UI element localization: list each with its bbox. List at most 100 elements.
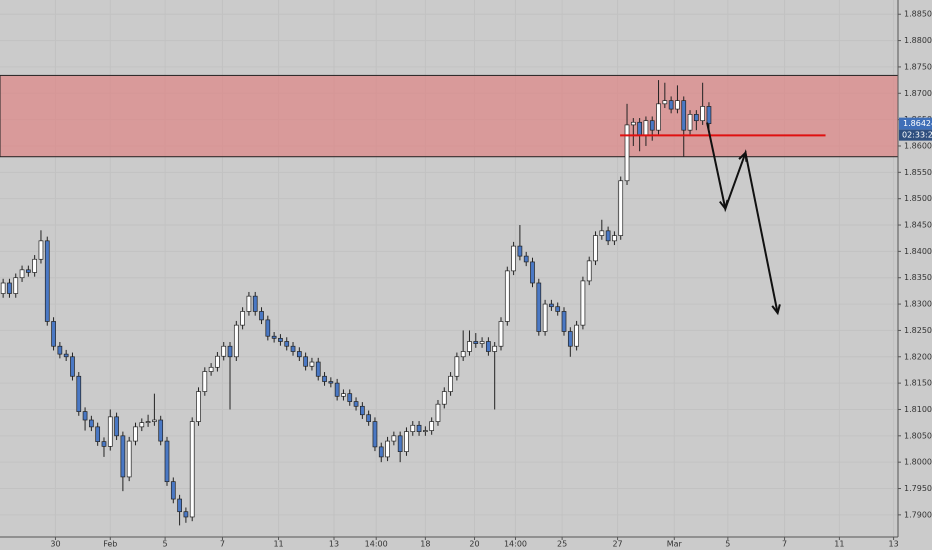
y-tick-label: 1.88500: [904, 10, 932, 19]
x-tick-label: 13: [329, 540, 339, 549]
candle-body: [454, 356, 460, 377]
candle-body: [341, 393, 346, 397]
arrow-head: [719, 199, 729, 211]
candle-body: [44, 240, 50, 322]
candle-body: [296, 351, 302, 358]
candle-body: [404, 431, 409, 452]
candle-body: [561, 311, 567, 332]
y-tick-label: 1.85500: [904, 168, 932, 177]
candle-body: [473, 341, 479, 344]
candle-body: [460, 351, 466, 358]
candle-body: [177, 498, 182, 513]
candle-body: [530, 261, 535, 284]
candle-body: [164, 440, 170, 483]
candle-body: [366, 414, 372, 422]
candle-body: [542, 303, 548, 332]
candle-body: [57, 345, 63, 355]
candle-body: [328, 381, 334, 384]
arrow-head: [738, 150, 748, 162]
candle-body: [284, 341, 290, 347]
candle-body: [0, 282, 6, 294]
countdown-box: [899, 129, 932, 141]
candle-body: [240, 311, 245, 326]
candle-body: [70, 356, 75, 377]
y-tick-label: 1.81000: [904, 405, 932, 414]
x-tick-label: 14:00: [365, 540, 388, 549]
candle-body: [523, 255, 529, 263]
candle-body: [32, 258, 38, 273]
candle-body: [334, 382, 340, 397]
candle-body: [479, 341, 485, 344]
candle-body: [76, 375, 82, 412]
candle-body: [706, 106, 712, 124]
y-tick-label: 1.86000: [904, 141, 932, 150]
x-tick-label: 27: [612, 540, 622, 549]
x-tick-label: 5: [163, 540, 168, 549]
x-tick-label: 11: [834, 540, 844, 549]
y-tick-label: 1.88000: [904, 36, 932, 45]
candle-body: [347, 393, 353, 402]
candle-body: [139, 422, 145, 428]
candle-body: [246, 295, 252, 312]
candle-body: [315, 361, 321, 377]
candle-body: [133, 426, 138, 442]
candle-body: [309, 361, 315, 367]
candle-body: [107, 416, 113, 447]
candle-body: [19, 269, 25, 279]
candle-body: [448, 375, 453, 392]
candle-body: [183, 511, 189, 518]
price-label: 1.86424: [903, 119, 932, 128]
candle-body: [593, 235, 598, 262]
candle-body: [637, 121, 642, 136]
y-tick-label: 1.79000: [904, 510, 932, 519]
candle-body: [322, 375, 327, 382]
x-tick-label: 14:00: [504, 540, 527, 549]
candle-body: [624, 124, 630, 182]
candle-body: [271, 335, 277, 339]
candle-body: [423, 430, 428, 432]
x-tick-label: 30: [50, 540, 60, 549]
candle-body: [586, 260, 592, 282]
candle-body: [630, 121, 636, 126]
y-tick-label: 1.81500: [904, 379, 932, 388]
candle-body: [278, 337, 283, 342]
y-tick-label: 1.82500: [904, 326, 932, 335]
x-tick-label: 5: [725, 540, 730, 549]
candle-body: [202, 371, 208, 392]
candle-body: [252, 295, 258, 312]
candle-body: [265, 319, 271, 337]
candle-body: [504, 270, 510, 322]
candle-body: [372, 421, 378, 448]
candle-body: [580, 280, 586, 326]
candle-body: [687, 114, 693, 131]
candle-body: [385, 440, 390, 458]
candle-body: [605, 230, 611, 242]
candle-body: [120, 435, 126, 478]
x-tick-label: 7: [782, 540, 787, 549]
candle-body: [429, 421, 435, 431]
candle-body: [303, 356, 308, 367]
candle-body: [700, 106, 705, 122]
x-tick-label: Feb: [103, 540, 117, 549]
candle-body: [486, 341, 491, 352]
candle-body: [7, 282, 12, 294]
candle-body: [511, 245, 516, 272]
candle-body: [95, 426, 101, 442]
y-tick-label: 1.85000: [904, 194, 932, 203]
candle-body: [233, 324, 239, 358]
candle-body: [158, 419, 164, 442]
candle-body: [101, 441, 107, 447]
x-tick-label: 18: [420, 540, 430, 549]
candle-body: [599, 230, 605, 236]
candle-body: [498, 321, 504, 347]
candle-body: [89, 419, 94, 428]
y-tick-label: 1.79500: [904, 484, 932, 493]
candle-body: [196, 391, 201, 422]
y-tick-label: 1.82000: [904, 352, 932, 361]
y-tick-label: 1.80000: [904, 458, 932, 467]
x-tick-label: 11: [273, 540, 283, 549]
x-tick-label: 25: [557, 540, 567, 549]
candle-body: [492, 345, 498, 352]
x-tick-label: 20: [469, 540, 479, 549]
candle-body: [662, 100, 668, 105]
